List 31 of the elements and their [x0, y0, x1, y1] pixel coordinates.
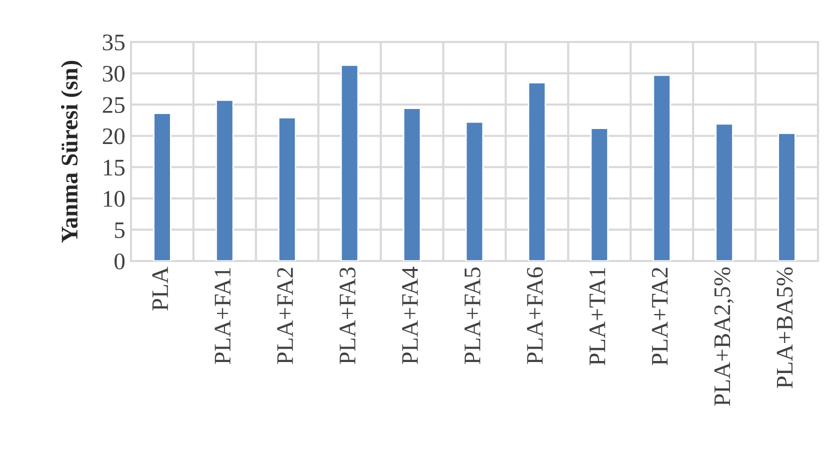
bar — [715, 123, 734, 261]
x-tick-label: PLA+FA2 — [277, 268, 293, 364]
x-tick-label: PLA — [152, 266, 168, 310]
x-tick-label: PLA+BA2,5% — [714, 267, 734, 406]
x-tick-label: PLA+TA2 — [652, 268, 668, 366]
bar — [528, 82, 546, 261]
bar — [465, 121, 484, 261]
y-tick-label: 20 — [102, 128, 125, 144]
y-tick-label: 10 — [104, 190, 125, 207]
x-tick-label: PLA+FA6 — [526, 267, 543, 364]
x-tick-label: PLA+TA1 — [590, 268, 606, 366]
x-tick-label: PLA+FA5 — [464, 267, 480, 364]
y-axis-title: Yanma Süresi (sn) — [60, 60, 82, 243]
y-tick-label: 5 — [115, 222, 125, 238]
y-tick-label: 35 — [102, 34, 125, 50]
y-tick-label: 25 — [102, 97, 125, 113]
bar — [278, 117, 296, 261]
bar — [652, 74, 671, 261]
y-tick-label: 15 — [104, 160, 125, 176]
y-tick-label: 0 — [114, 253, 125, 270]
x-tick-label: PLA+BA5% — [776, 267, 793, 388]
bar — [778, 132, 796, 261]
bar — [340, 64, 359, 261]
bar — [216, 99, 234, 261]
bar — [590, 128, 609, 261]
bar — [402, 108, 422, 261]
x-tick-label: PLA+FA4 — [402, 266, 418, 364]
x-tick-label: PLA+FA1 — [214, 268, 230, 364]
x-tick-label: PLA+FA3 — [340, 267, 356, 364]
y-tick-label: 30 — [102, 66, 125, 82]
bar — [153, 112, 172, 261]
